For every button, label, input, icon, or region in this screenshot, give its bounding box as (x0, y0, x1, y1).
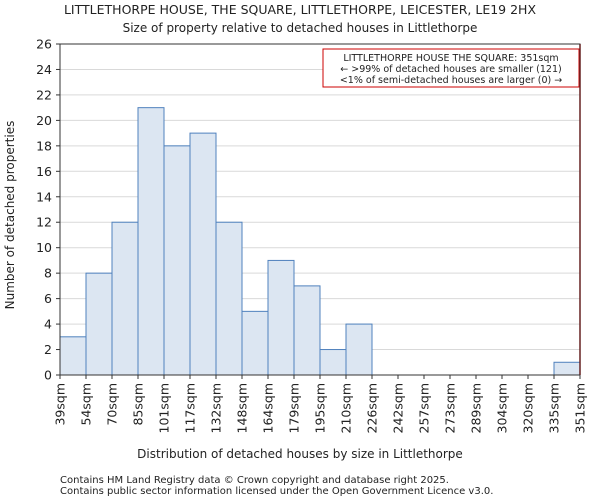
y-tick-label: 0 (44, 368, 52, 383)
x-tick-label: 117sqm (183, 383, 198, 433)
y-tick-label: 2 (44, 342, 52, 357)
annotation-line-1: LITTLETHORPE HOUSE THE SQUARE: 351sqm (343, 53, 558, 64)
annotation-frame (322, 48, 580, 88)
footer-line-2: Contains public sector information licen… (60, 486, 493, 497)
x-tick-label: 335sqm (547, 383, 562, 433)
x-tick-label: 242sqm (391, 383, 406, 433)
y-tick-label: 16 (36, 164, 52, 179)
x-tick-label: 39sqm (53, 383, 68, 426)
x-ticks: 39sqm 54sqm 70sqm 85sqm 101sqm 117sqm 132sqm 14… (53, 375, 588, 433)
x-tick-label: 179sqm (287, 383, 302, 433)
y-tick-label: 18 (36, 138, 52, 153)
y-tick-label: 22 (36, 87, 52, 102)
bar (345, 323, 373, 376)
bar (111, 221, 139, 376)
y-tick-label: 14 (36, 189, 52, 204)
annotation-box: LITTLETHORPE HOUSE THE SQUARE: 351sqm ← … (322, 48, 580, 88)
bar (241, 310, 269, 376)
bar (59, 336, 87, 376)
x-tick-label: 195sqm (313, 383, 328, 433)
x-tick-label: 304sqm (495, 383, 510, 433)
x-tick-label: 85sqm (131, 383, 146, 426)
x-tick-label: 210sqm (339, 383, 354, 433)
y-tick-label: 20 (36, 113, 52, 128)
y-tick-label: 6 (44, 291, 52, 306)
bar (215, 221, 243, 376)
x-tick-label: 54sqm (79, 383, 94, 426)
y-tick-label: 26 (36, 37, 52, 52)
bar (319, 349, 347, 376)
bar (163, 145, 191, 376)
x-tick-label: 351sqm (573, 383, 588, 433)
y-axis-label: Number of detached properties (3, 121, 17, 310)
y-tick-label: 24 (36, 62, 52, 77)
footer-line-1: Contains HM Land Registry data © Crown c… (60, 475, 449, 486)
x-tick-label: 132sqm (209, 383, 224, 433)
y-tick-label: 4 (44, 317, 52, 332)
y-tick-label: 8 (44, 266, 52, 281)
x-tick-label: 273sqm (443, 383, 458, 433)
x-tick-label: 101sqm (157, 383, 172, 433)
bars-layer (59, 107, 581, 376)
bar (553, 361, 581, 376)
bar (189, 132, 217, 376)
x-tick-label: 289sqm (469, 383, 484, 433)
chart-subtitle: Size of property relative to detached ho… (123, 21, 478, 35)
x-tick-label: 164sqm (261, 383, 276, 433)
x-tick-label: 148sqm (235, 383, 250, 433)
bar (267, 259, 295, 376)
bar (85, 272, 113, 376)
x-axis-label: Distribution of detached houses by size … (137, 447, 463, 461)
chart-title: LITTLETHORPE HOUSE, THE SQUARE, LITTLETH… (64, 2, 536, 17)
y-tick-label: 10 (36, 240, 52, 255)
annotation-line-2: ← >99% of detached houses are smaller (1… (340, 64, 561, 75)
bar (293, 285, 321, 376)
bar (137, 107, 165, 376)
annotation-line-3: <1% of semi-detached houses are larger (… (340, 75, 562, 86)
y-tick-label: 12 (36, 215, 52, 230)
x-tick-label: 226sqm (365, 383, 380, 433)
x-tick-label: 257sqm (417, 383, 432, 433)
x-tick-label: 320sqm (521, 383, 536, 433)
x-tick-label: 70sqm (105, 383, 120, 426)
